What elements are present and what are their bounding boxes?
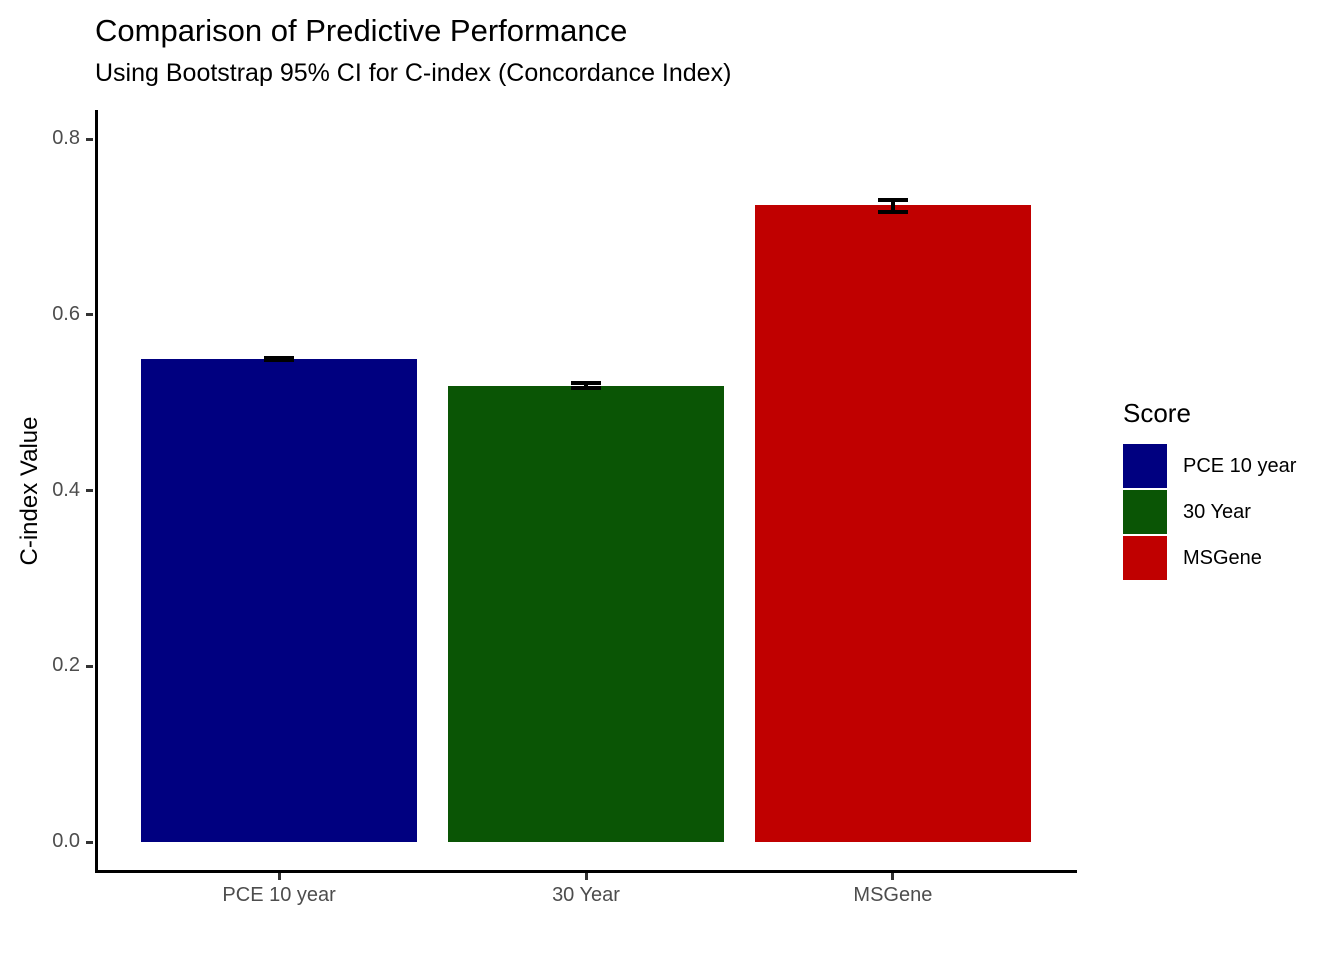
y-tick-mark	[86, 313, 93, 317]
error-bar-stem	[890, 199, 895, 212]
plot-panel	[95, 110, 1077, 873]
legend-item-pce-10-year: PCE 10 year	[1123, 444, 1343, 488]
error-bar-cap-lower	[570, 385, 602, 390]
y-tick-label: 0.8	[52, 127, 80, 149]
legend-item-label: 30 Year	[1183, 500, 1251, 523]
y-tick-mark	[86, 664, 93, 668]
error-bar-cap-upper	[263, 355, 295, 360]
legend-title: Score	[1123, 398, 1191, 428]
legend-item-30-year: 30 Year	[1123, 490, 1343, 534]
bar-msgene	[754, 204, 1031, 842]
y-tick-mark	[86, 840, 93, 844]
y-tick-label: 0.0	[52, 830, 80, 852]
x-tick-mark	[584, 873, 588, 880]
bar-pce-10-year	[141, 358, 418, 842]
error-bar-cap-lower	[877, 209, 909, 214]
y-tick-label: 0.4	[52, 478, 80, 501]
error-bar-cap-upper	[877, 197, 909, 202]
bar-30-year	[447, 385, 725, 842]
chart-subtitle: Using Bootstrap 95% CI for C-index (Conc…	[95, 59, 732, 87]
x-tick-mark	[277, 873, 281, 880]
error-bar-cap-upper	[570, 381, 602, 386]
legend-item-label: MSGene	[1183, 546, 1262, 569]
legend: Score PCE 10 year 30 Year MSGene	[1123, 398, 1343, 582]
legend-item-msgene: MSGene	[1123, 536, 1343, 580]
x-tick-mark	[891, 873, 895, 880]
error-bar-stem	[584, 383, 588, 388]
legend-items: PCE 10 year 30 Year MSGene	[1123, 444, 1343, 580]
y-tick-mark	[86, 137, 93, 141]
legend-swatch	[1123, 536, 1167, 580]
y-tick-mark	[86, 489, 93, 492]
y-tick-label: 0.6	[52, 302, 80, 325]
legend-swatch	[1123, 444, 1167, 488]
error-bar-cap-lower	[263, 358, 295, 363]
x-tick-label: 30 Year	[552, 884, 620, 906]
x-tick-label: MSGene	[853, 884, 933, 906]
y-tick-label: 0.2	[52, 654, 80, 677]
x-tick-label: PCE 10 year	[222, 884, 336, 906]
legend-item-label: PCE 10 year	[1183, 454, 1297, 477]
chart-title: Comparison of Predictive Performance	[95, 13, 628, 48]
legend-swatch	[1123, 490, 1167, 534]
